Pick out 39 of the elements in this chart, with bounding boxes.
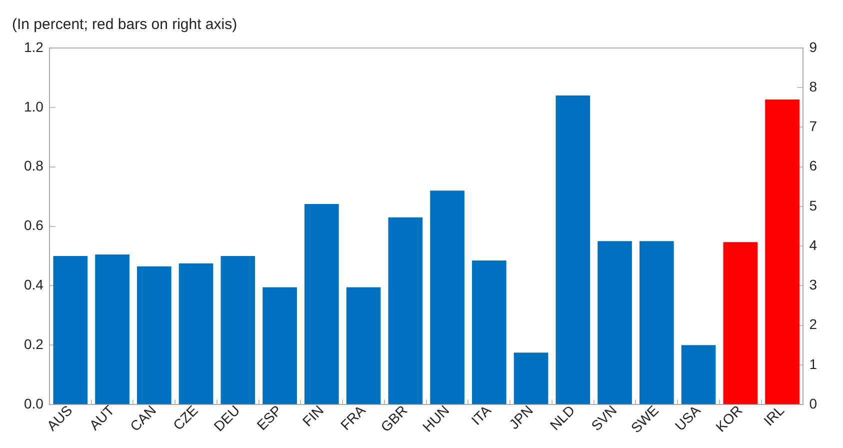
y2-tick-label: 2 bbox=[809, 316, 818, 332]
bar bbox=[304, 204, 339, 404]
bar bbox=[178, 263, 214, 404]
bar bbox=[639, 241, 674, 404]
bar bbox=[136, 266, 172, 404]
y-tick-label: 0.2 bbox=[24, 336, 44, 352]
bar bbox=[430, 190, 464, 404]
y-tick-label: 0.6 bbox=[24, 217, 44, 234]
y2-tick-label: 3 bbox=[809, 276, 818, 293]
y2-tick-label: 8 bbox=[809, 78, 818, 94]
bar bbox=[514, 352, 548, 404]
bar bbox=[472, 260, 506, 404]
x-tick-label: FRA bbox=[337, 402, 369, 434]
bar bbox=[262, 287, 297, 404]
bar bbox=[346, 287, 381, 404]
y2-tick-label: 5 bbox=[809, 197, 818, 214]
y2-tick-label: 4 bbox=[809, 236, 818, 253]
y2-tick-label: 0 bbox=[809, 395, 818, 412]
bar bbox=[388, 217, 423, 404]
y-tick-label: 1.0 bbox=[24, 98, 44, 114]
x-tick-label: USA bbox=[672, 402, 704, 434]
y2-tick-label: 7 bbox=[809, 118, 818, 134]
y-tick-label: 1.2 bbox=[24, 38, 44, 55]
bar bbox=[556, 96, 590, 404]
x-tick-label: FIN bbox=[299, 402, 326, 430]
bar bbox=[53, 256, 88, 404]
x-tick-label: ITA bbox=[468, 402, 494, 428]
chart-title: (In percent; red bars on right axis) bbox=[12, 16, 238, 34]
bar bbox=[95, 254, 130, 404]
bar bbox=[598, 241, 632, 404]
y-tick-label: 0.8 bbox=[24, 158, 44, 174]
bar bbox=[220, 256, 256, 404]
y-tick-label: 0.4 bbox=[24, 276, 44, 293]
x-tick-label: IRL bbox=[760, 402, 788, 429]
y2-tick-label: 1 bbox=[809, 356, 818, 372]
y-tick-label: 0.0 bbox=[24, 395, 44, 412]
bar bbox=[681, 345, 716, 404]
y2-tick-label: 6 bbox=[809, 158, 818, 174]
y2-tick-label: 9 bbox=[809, 38, 818, 55]
